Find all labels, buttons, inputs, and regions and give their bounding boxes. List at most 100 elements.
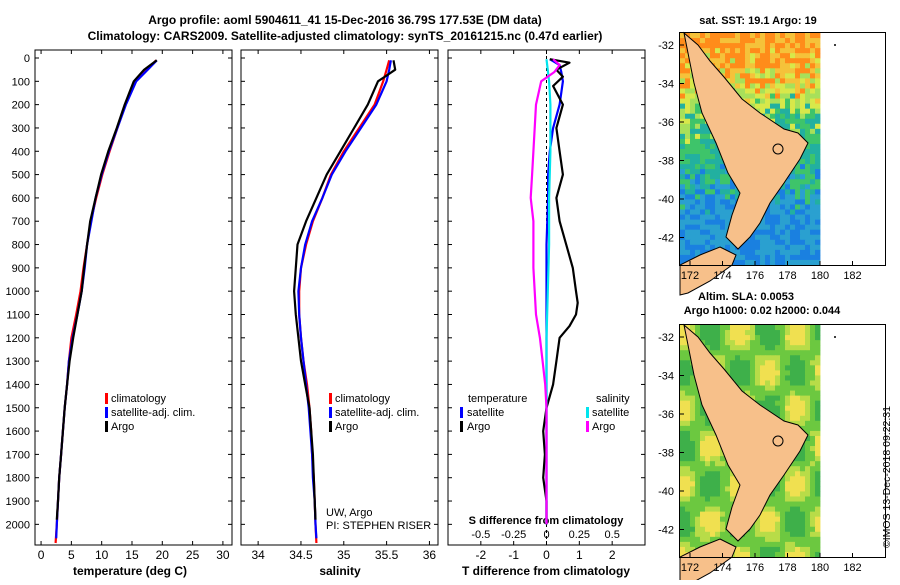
map-cell [745,385,751,391]
map-cell [800,48,806,54]
map-cell [695,38,701,44]
map-cell [690,400,696,407]
map-cell [785,511,791,518]
map-cell [700,159,706,165]
depth-tick-label: 700 [12,216,30,228]
map-cell [790,551,796,558]
map-cell [795,340,801,346]
secondary-tick-label: 0 [543,529,549,541]
legend-label: Argo [592,421,615,433]
map-cell [705,214,711,221]
map-cell [805,410,811,417]
map-cell [780,380,786,386]
map-cell [700,481,706,487]
map-cell [760,516,766,523]
map-cell [695,249,701,256]
map-cell [770,546,776,553]
map-cell [800,355,806,361]
map-cell [785,526,791,533]
map-cell [755,234,761,241]
map-cell [780,536,786,543]
map-cell [700,179,706,185]
map-cell [805,33,811,39]
map-cell [690,98,696,105]
x-tick-label: 25 [186,548,200,562]
map-cell [805,239,811,246]
map-cell [685,68,691,74]
map-cell [810,103,816,110]
map-cell [690,541,696,548]
map-cell [680,43,686,49]
map-cell [810,214,816,221]
map-cell [760,541,766,548]
map-cell [805,83,811,89]
map-cell [755,330,761,336]
map-cell [805,395,811,402]
map-cell [750,33,756,39]
map-cell [725,214,731,221]
map-cell [745,73,751,79]
map-cell [730,78,736,84]
map-cell [740,78,746,84]
map-cell [810,204,816,210]
map-cell [795,53,801,59]
map-cell [775,360,781,366]
map-cell [685,108,691,115]
map-cell [700,123,706,130]
map-cell [690,133,696,140]
map-cell [695,466,701,472]
map-cell [685,58,691,64]
map-cell [690,214,696,221]
map-cell [785,78,791,84]
map-cell [760,63,766,69]
map-cell [790,541,796,548]
map-cell [730,38,736,44]
map-cell [755,390,761,397]
map-lat-label: -42 [658,233,674,245]
map-cell [770,98,776,105]
map-cell [795,511,801,518]
map-cell [755,365,761,371]
map-cell [770,506,776,513]
map-cell [755,58,761,64]
map-cell [815,531,821,538]
map-cell [710,526,716,533]
map-lat-label: -32 [658,332,674,344]
map-cell [795,410,801,417]
map-cell [785,48,791,54]
map-cell [795,98,801,105]
difference-xlabel: T difference from climatology [462,564,630,578]
map-cell [760,58,766,64]
map-cell [785,415,791,422]
x-tick-label: -1 [508,548,519,562]
map-cell [685,224,691,231]
map-cell [785,365,791,371]
map-cell [695,511,701,518]
map-cell [800,53,806,59]
map-cell [750,536,756,543]
map-cell [790,491,796,497]
map-cell [680,325,686,331]
map-cell [735,541,741,548]
map-cell [750,259,756,266]
map-cell [815,204,821,210]
map-cell [705,335,711,341]
map-cell [790,350,796,356]
map-cell [780,511,786,518]
map-cell [720,360,726,366]
map-cell [810,93,816,99]
map-cell [790,78,796,84]
map-cell [705,164,711,170]
map-cell [795,541,801,548]
map-cell [805,466,811,472]
map-cell [765,229,771,236]
map-cell [810,199,816,205]
map-cell [680,546,686,553]
map-cell [785,496,791,502]
map-cell [760,53,766,59]
map-cell [785,93,791,99]
map-cell [795,249,801,256]
map-cell [775,53,781,59]
map-cell [805,481,811,487]
map-cell [705,209,711,215]
